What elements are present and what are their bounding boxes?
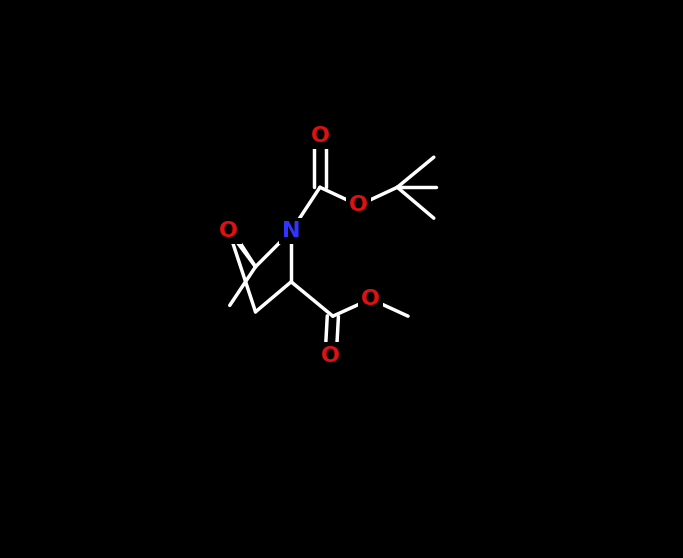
Text: O: O	[349, 195, 368, 215]
Text: O: O	[219, 221, 238, 241]
Text: O: O	[321, 346, 340, 365]
Text: N: N	[282, 221, 301, 241]
Text: O: O	[311, 126, 329, 146]
Text: O: O	[361, 289, 380, 309]
